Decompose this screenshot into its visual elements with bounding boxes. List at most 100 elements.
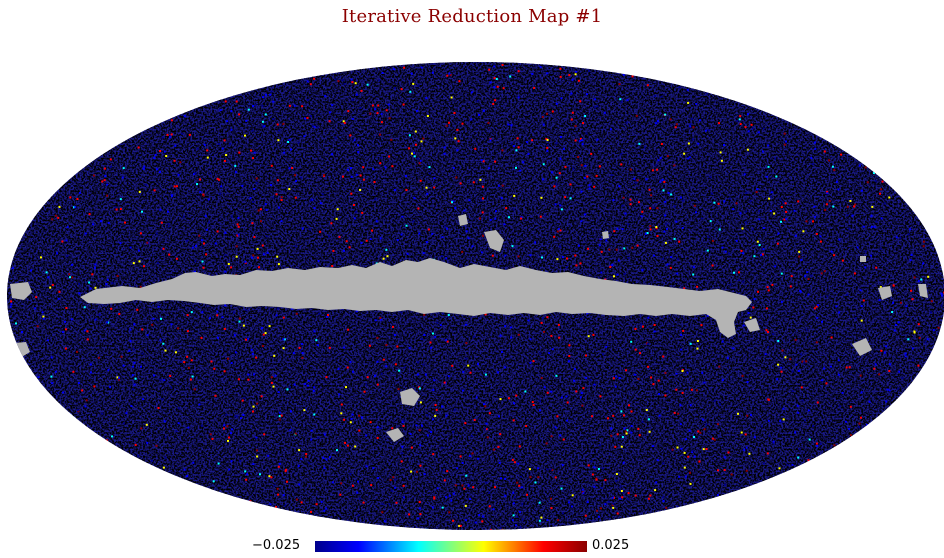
noise-pixel <box>695 103 698 105</box>
noise-pixel <box>198 403 201 406</box>
noise-pixel <box>272 118 275 120</box>
noise-pixel <box>471 245 474 248</box>
noise-pixel <box>186 355 189 358</box>
noise-pixel <box>760 425 763 428</box>
noise-pixel <box>64 347 67 350</box>
noise-pixel <box>723 483 726 486</box>
noise-pixel <box>858 426 861 429</box>
noise-pixel <box>381 72 384 74</box>
noise-pixel <box>194 260 197 263</box>
noise-pixel <box>807 409 810 412</box>
noise-pixel <box>841 391 844 394</box>
noise-pixel <box>169 136 171 139</box>
noise-pixel <box>305 455 307 458</box>
noise-pixel <box>183 361 186 364</box>
noise-pixel <box>430 346 433 349</box>
noise-pixel <box>667 191 670 194</box>
noise-pixel <box>355 93 358 96</box>
noise-pixel <box>767 165 770 168</box>
noise-pixel <box>878 373 881 376</box>
noise-pixel <box>234 171 237 174</box>
noise-pixel <box>680 334 683 336</box>
noise-pixel <box>875 266 878 269</box>
noise-pixel <box>551 348 554 351</box>
noise-pixel <box>309 199 312 202</box>
noise-pixel <box>540 321 543 324</box>
noise-pixel <box>362 166 365 169</box>
noise-pixel <box>363 390 366 393</box>
noise-pixel <box>427 198 430 201</box>
noise-pixel <box>578 139 581 142</box>
noise-pixel <box>800 258 803 261</box>
noise-pixel <box>719 151 722 154</box>
noise-pixel <box>493 77 496 80</box>
noise-pixel <box>480 251 483 254</box>
noise-pixel <box>114 206 117 209</box>
noise-pixel <box>592 333 595 336</box>
noise-pixel <box>190 311 193 314</box>
noise-pixel <box>713 201 716 204</box>
noise-pixel <box>319 230 322 233</box>
noise-pixel <box>459 182 462 185</box>
noise-pixel <box>713 399 716 402</box>
noise-pixel <box>295 312 298 315</box>
noise-pixel <box>347 168 349 171</box>
noise-pixel <box>751 127 754 130</box>
noise-pixel <box>395 501 398 504</box>
noise-pixel <box>762 127 765 130</box>
noise-pixel <box>221 316 224 319</box>
noise-pixel <box>664 371 667 374</box>
noise-pixel <box>541 256 543 259</box>
noise-pixel <box>173 159 176 162</box>
noise-pixel <box>106 278 109 281</box>
noise-pixel <box>721 379 724 381</box>
noise-pixel <box>277 263 280 266</box>
noise-pixel <box>513 402 515 405</box>
noise-pixel <box>173 185 176 188</box>
noise-pixel <box>918 336 921 339</box>
noise-pixel <box>738 271 740 274</box>
noise-pixel <box>433 497 436 500</box>
noise-pixel <box>456 128 459 131</box>
noise-pixel <box>453 112 456 114</box>
noise-pixel <box>424 373 427 376</box>
noise-pixel <box>689 482 692 485</box>
noise-pixel <box>51 382 54 385</box>
noise-pixel <box>664 394 667 397</box>
sky-field <box>7 62 944 530</box>
noise-pixel <box>432 389 435 391</box>
noise-pixel <box>58 205 61 208</box>
noise-pixel <box>284 504 287 507</box>
noise-pixel <box>100 220 102 223</box>
noise-pixel <box>540 377 543 379</box>
noise-pixel <box>545 442 548 445</box>
noise-pixel <box>134 443 137 446</box>
noise-pixel <box>666 227 668 230</box>
noise-pixel <box>578 244 580 247</box>
noise-pixel <box>369 421 372 424</box>
noise-pixel <box>81 389 84 392</box>
noise-pixel <box>701 217 704 220</box>
noise-pixel <box>489 139 492 142</box>
noise-pixel <box>724 250 727 253</box>
noise-pixel <box>614 385 617 388</box>
noise-pixel <box>162 342 165 345</box>
noise-pixel <box>833 169 836 172</box>
noise-pixel <box>789 285 792 288</box>
noise-pixel <box>482 109 485 112</box>
noise-pixel <box>798 255 801 258</box>
noise-pixel <box>551 110 554 113</box>
noise-pixel <box>572 167 575 170</box>
noise-pixel <box>179 360 182 363</box>
noise-pixel <box>244 260 247 263</box>
noise-pixel <box>815 341 818 344</box>
noise-pixel <box>629 203 632 206</box>
noise-pixel <box>689 342 692 345</box>
noise-pixel <box>393 334 396 336</box>
noise-pixel <box>21 331 23 333</box>
noise-pixel <box>638 142 641 145</box>
noise-pixel <box>707 236 710 239</box>
noise-pixel <box>390 138 393 141</box>
noise-pixel <box>641 269 644 272</box>
noise-pixel <box>468 455 471 457</box>
